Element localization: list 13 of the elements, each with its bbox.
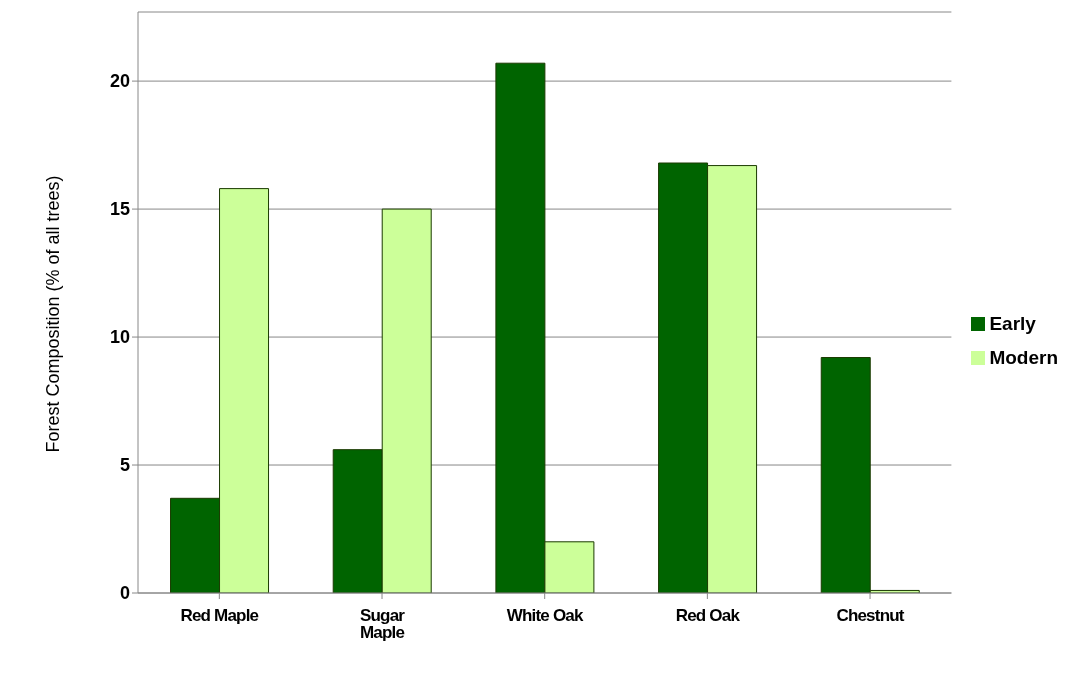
y-tick-label: 0 xyxy=(119,583,130,604)
legend-label: Modern xyxy=(989,346,1058,368)
x-tick-label: White Oak xyxy=(506,606,584,626)
x-tick-label: Chestnut xyxy=(836,606,905,626)
legend-label: Early xyxy=(989,312,1036,334)
y-axis-title: Forest Composition (% of all trees) xyxy=(43,175,64,453)
x-tick-label: Red Oak xyxy=(675,606,741,626)
x-tick-label: Red Maple xyxy=(180,606,259,626)
y-tick-label: 10 xyxy=(109,327,130,348)
y-tick-label: 5 xyxy=(119,455,130,476)
x-tick-label: Sugar Maple xyxy=(359,606,406,643)
y-tick-label: 15 xyxy=(109,199,130,220)
y-tick-label: 20 xyxy=(109,71,130,92)
